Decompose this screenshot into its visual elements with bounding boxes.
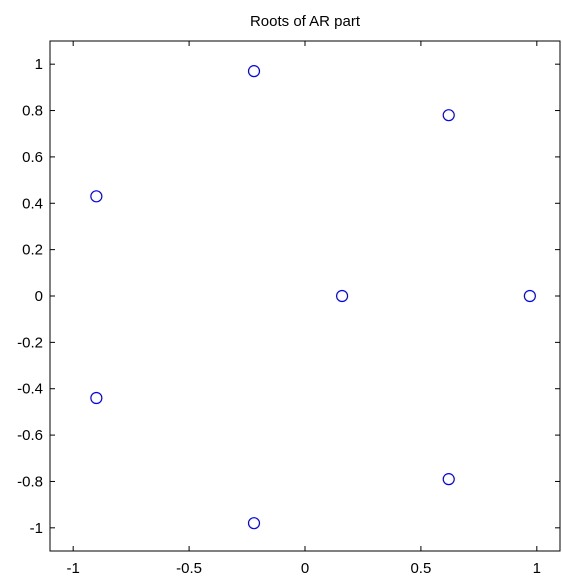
x-tick-label: -1 [67, 560, 80, 577]
data-point-1 [90, 190, 103, 203]
chart-title: Roots of AR part [250, 13, 361, 30]
x-tick-label: 1 [533, 560, 541, 577]
y-axis-ticks: 1 0.8 0.6 0.4 0.2 0 -0.2 -0.4 -0.6 -0.8 -1 [17, 56, 560, 537]
x-axis-ticks: -1 -0.5 0 0.5 1 [67, 41, 541, 577]
y-tick-label: 0.2 [22, 242, 43, 259]
data-point-6 [442, 109, 455, 122]
y-tick-label: 0.4 [22, 195, 43, 212]
y-tick-label: 0 [35, 288, 43, 305]
data-point-2 [90, 391, 103, 405]
y-tick-label: -0.4 [17, 381, 43, 398]
axes-frame [49, 40, 561, 552]
y-tick-label: 1 [35, 56, 43, 73]
y-tick-label: -1 [30, 520, 43, 537]
y-tick-label: 0.8 [22, 103, 43, 120]
y-tick-label: 0.6 [22, 149, 43, 166]
y-tick-label: -0.6 [17, 427, 43, 444]
data-points [90, 65, 536, 530]
x-tick-label: 0.5 [410, 560, 431, 577]
x-tick-label: -0.5 [176, 560, 202, 577]
data-point-5 [335, 289, 349, 303]
data-point-4 [247, 517, 261, 530]
x-tick-label: 0 [301, 560, 309, 577]
data-point-8 [523, 289, 536, 303]
data-point-7 [442, 473, 455, 486]
data-point-3 [247, 65, 261, 78]
y-tick-label: -0.2 [17, 334, 43, 351]
y-tick-label: -0.8 [17, 473, 43, 490]
